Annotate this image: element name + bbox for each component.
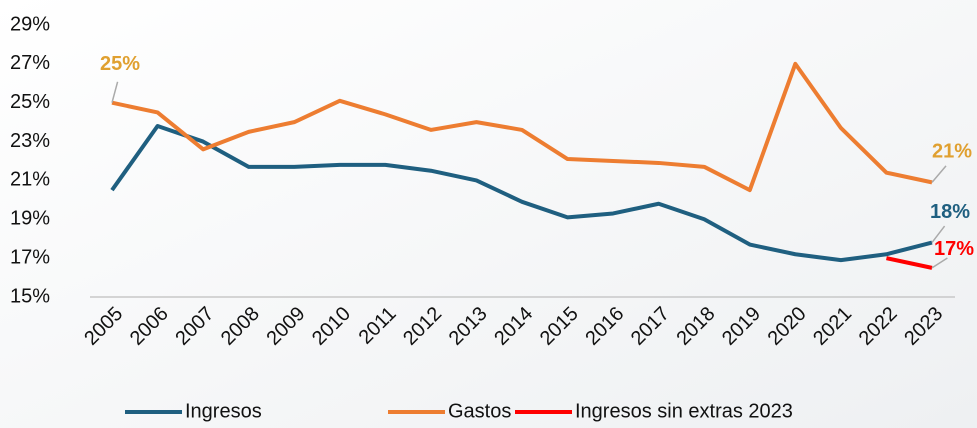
value-label: 21% <box>932 141 972 163</box>
legend-label: Ingresos <box>185 400 262 422</box>
y-tick-label: 21% <box>10 169 50 191</box>
series-line <box>111 61 933 193</box>
series-line <box>886 256 933 270</box>
leader-line <box>931 165 947 183</box>
y-tick-label: 19% <box>10 208 50 230</box>
y-tick-label: 25% <box>10 91 50 113</box>
y-tick-label: 17% <box>10 246 50 268</box>
y-tick-label: 23% <box>10 130 50 152</box>
series-line <box>110 124 933 263</box>
y-tick-label: 27% <box>10 52 50 74</box>
leader-line <box>931 257 948 269</box>
value-label: 18% <box>930 201 970 223</box>
leader-line <box>931 225 946 244</box>
legend-label: Gastos <box>448 400 511 422</box>
value-label: 17% <box>934 238 974 260</box>
y-tick-label: 29% <box>10 13 50 35</box>
y-tick-label: 15% <box>10 285 50 307</box>
legend-label: Ingresos sin extras 2023 <box>575 400 793 422</box>
value-label: 25% <box>100 53 140 75</box>
leader-line <box>111 81 119 103</box>
